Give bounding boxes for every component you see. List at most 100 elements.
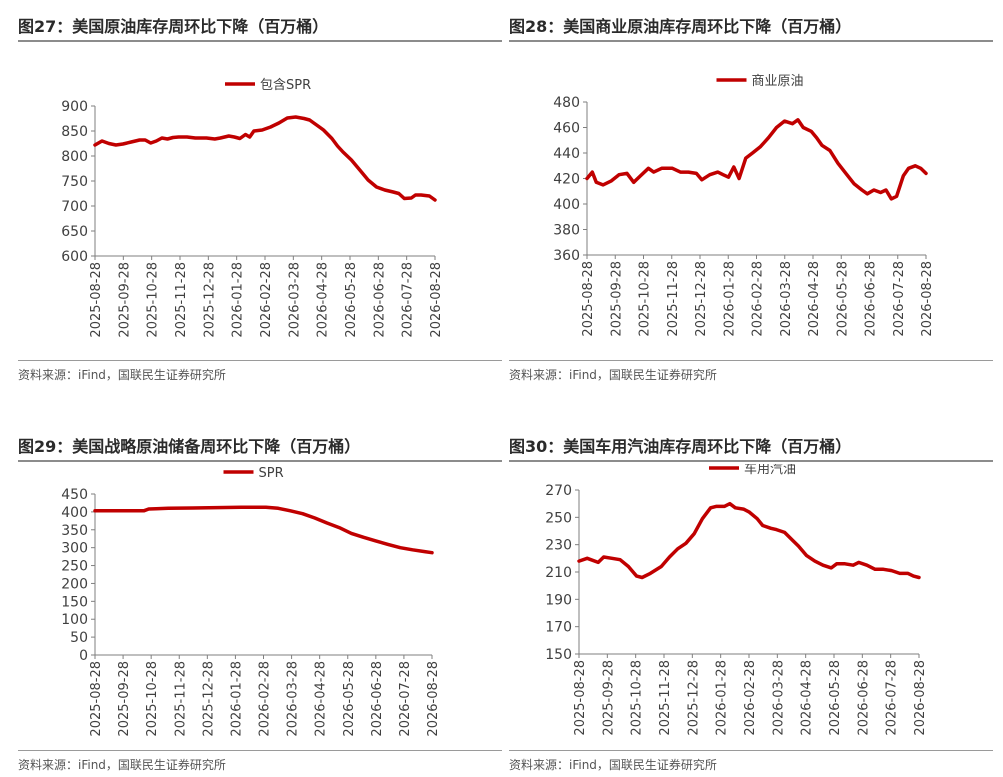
x-tick-label: 2026-06-28 [856, 660, 871, 736]
x-tick-label: 2026-03-28 [779, 261, 794, 337]
x-tick-label: 2025-11-28 [658, 660, 673, 736]
series-line [585, 118, 928, 201]
x-tick-label: 2026-02-28 [743, 660, 758, 736]
y-tick-label: 210 [545, 565, 572, 581]
y-tick-label: 200 [61, 576, 88, 592]
x-tick-label: 2026-02-28 [258, 661, 273, 737]
y-tick-label: 100 [61, 612, 88, 628]
panel-title: 图29：美国战略原油储备周环比下降（百万桶） [18, 436, 502, 462]
x-tick-label: 2026-08-28 [920, 261, 935, 337]
y-tick-label: 150 [545, 647, 572, 663]
x-tick-label: 2025-12-28 [694, 261, 709, 337]
chart-fig30: 150 170 190 210 230 250 270 2025-08-28 2025-09-2… [545, 464, 928, 736]
y-tick-label: 230 [545, 538, 572, 554]
y-tick-label: 190 [545, 592, 572, 608]
x-tick-label: 2025-11-28 [666, 261, 681, 337]
panel-fig30: 图30：美国车用汽油库存周环比下降（百万桶） 150 170 190 210 230 25… [509, 436, 993, 777]
y-tick-label: 300 [61, 541, 88, 557]
x-tick-label: 2026-01-28 [715, 660, 730, 736]
x-tick-label: 2025-09-28 [117, 661, 132, 737]
x-tick-label: 2026-06-28 [864, 261, 879, 337]
y-tick-label: 360 [553, 248, 580, 264]
x-tick-label: 2026-08-28 [426, 661, 441, 737]
y-tick-label: 450 [61, 487, 88, 503]
y-tick-label: 350 [61, 523, 88, 539]
series-line [93, 505, 434, 555]
legend-label: 车用汽油 [744, 464, 796, 477]
x-tick-label: 2025-08-28 [89, 661, 104, 737]
chart-fig28: 360 380 400 420 440 460 480 2025-08-28 2025-09-2… [553, 74, 935, 337]
y-tick-label: 800 [61, 149, 88, 165]
y-tick-label: 440 [553, 146, 580, 162]
y-tick-label: 650 [61, 224, 88, 240]
y-tick-label: 170 [545, 620, 572, 636]
source-note: 资料来源：iFind，国联民生证券研究所 [509, 750, 993, 773]
x-tick-label: 2026-05-28 [828, 660, 843, 736]
y-tick-label: 400 [61, 505, 88, 521]
x-tick-label: 2026-04-28 [314, 661, 329, 737]
x-tick-label: 2025-12-28 [686, 660, 701, 736]
y-tick-label: 150 [61, 594, 88, 610]
x-tick-label: 2025-09-28 [609, 261, 624, 337]
y-tick-label: 380 [553, 223, 580, 239]
panel-fig28: 图28：美国商业原油库存周环比下降（百万桶） 360 380 400 420 440 46… [509, 16, 993, 396]
y-tick-label: 250 [545, 510, 572, 526]
legend-label: 包含SPR [260, 77, 311, 93]
x-tick-label: 2025-10-28 [146, 262, 161, 338]
y-tick-label: 900 [61, 99, 88, 115]
y-tick-label: 0 [79, 648, 88, 664]
y-tick-label: 460 [553, 121, 580, 137]
x-tick-label: 2026-05-28 [835, 261, 850, 337]
x-tick-label: 2025-08-28 [89, 262, 104, 338]
x-tick-label: 2026-08-28 [429, 262, 444, 338]
y-tick-label: 600 [61, 249, 88, 265]
series-line [577, 501, 921, 580]
x-tick-label: 2026-04-28 [316, 262, 331, 338]
x-tick-label: 2025-08-28 [573, 660, 588, 736]
x-tick-label: 2025-11-28 [173, 661, 188, 737]
x-tick-label: 2026-02-28 [259, 262, 274, 338]
x-tick-label: 2025-11-28 [174, 262, 189, 338]
panel-title: 图28：美国商业原油库存周环比下降（百万桶） [509, 16, 993, 42]
y-tick-label: 50 [70, 630, 88, 646]
source-note: 资料来源：iFind，国联民生证券研究所 [18, 750, 502, 773]
y-tick-label: 700 [61, 199, 88, 215]
panel-fig29: 图29：美国战略原油储备周环比下降（百万桶） 0 50 100 150 200 250 30… [18, 436, 502, 777]
x-tick-label: 2026-06-28 [370, 661, 385, 737]
y-tick-label: 420 [553, 172, 580, 188]
x-tick-label: 2026-06-28 [372, 262, 387, 338]
y-tick-label: 850 [61, 124, 88, 140]
x-tick-label: 2025-10-28 [145, 661, 160, 737]
panel-title: 图30：美国车用汽油库存周环比下降（百万桶） [509, 436, 993, 462]
x-tick-label: 2026-07-28 [401, 262, 416, 338]
x-tick-label: 2026-08-28 [913, 660, 928, 736]
x-tick-label: 2026-04-28 [800, 660, 815, 736]
x-tick-label: 2026-05-28 [342, 661, 357, 737]
x-tick-label: 2026-03-28 [286, 661, 301, 737]
x-tick-label: 2026-01-28 [229, 661, 244, 737]
x-tick-label: 2025-10-28 [630, 660, 645, 736]
y-tick-label: 480 [553, 95, 580, 111]
x-tick-label: 2026-07-28 [892, 261, 907, 337]
x-tick-label: 2026-01-28 [231, 262, 246, 338]
x-tick-label: 2026-03-28 [287, 262, 302, 338]
x-tick-label: 2026-07-28 [885, 660, 900, 736]
x-tick-label: 2025-12-28 [202, 262, 217, 338]
y-tick-label: 250 [61, 559, 88, 575]
x-tick-label: 2026-03-28 [771, 660, 786, 736]
x-tick-label: 2025-08-28 [581, 261, 596, 337]
x-tick-label: 2026-01-28 [722, 261, 737, 337]
series-line [93, 115, 437, 202]
x-tick-label: 2025-09-28 [601, 660, 616, 736]
y-tick-label: 400 [553, 197, 580, 213]
x-tick-label: 2025-09-28 [117, 262, 132, 338]
x-tick-label: 2026-05-28 [344, 262, 359, 338]
x-tick-label: 2026-04-28 [807, 261, 822, 337]
x-tick-label: 2026-02-28 [751, 261, 766, 337]
panel-fig27: 图27：美国原油库存周环比下降（百万桶） 600 650 700 750 800 850 9… [18, 16, 502, 396]
chart-fig27: 600 650 700 750 800 850 900 2025-08-28 2025-09-2… [61, 77, 444, 338]
source-note: 资料来源：iFind，国联民生证券研究所 [18, 360, 502, 383]
legend-label: 商业原油 [752, 74, 804, 89]
y-tick-label: 750 [61, 174, 88, 190]
